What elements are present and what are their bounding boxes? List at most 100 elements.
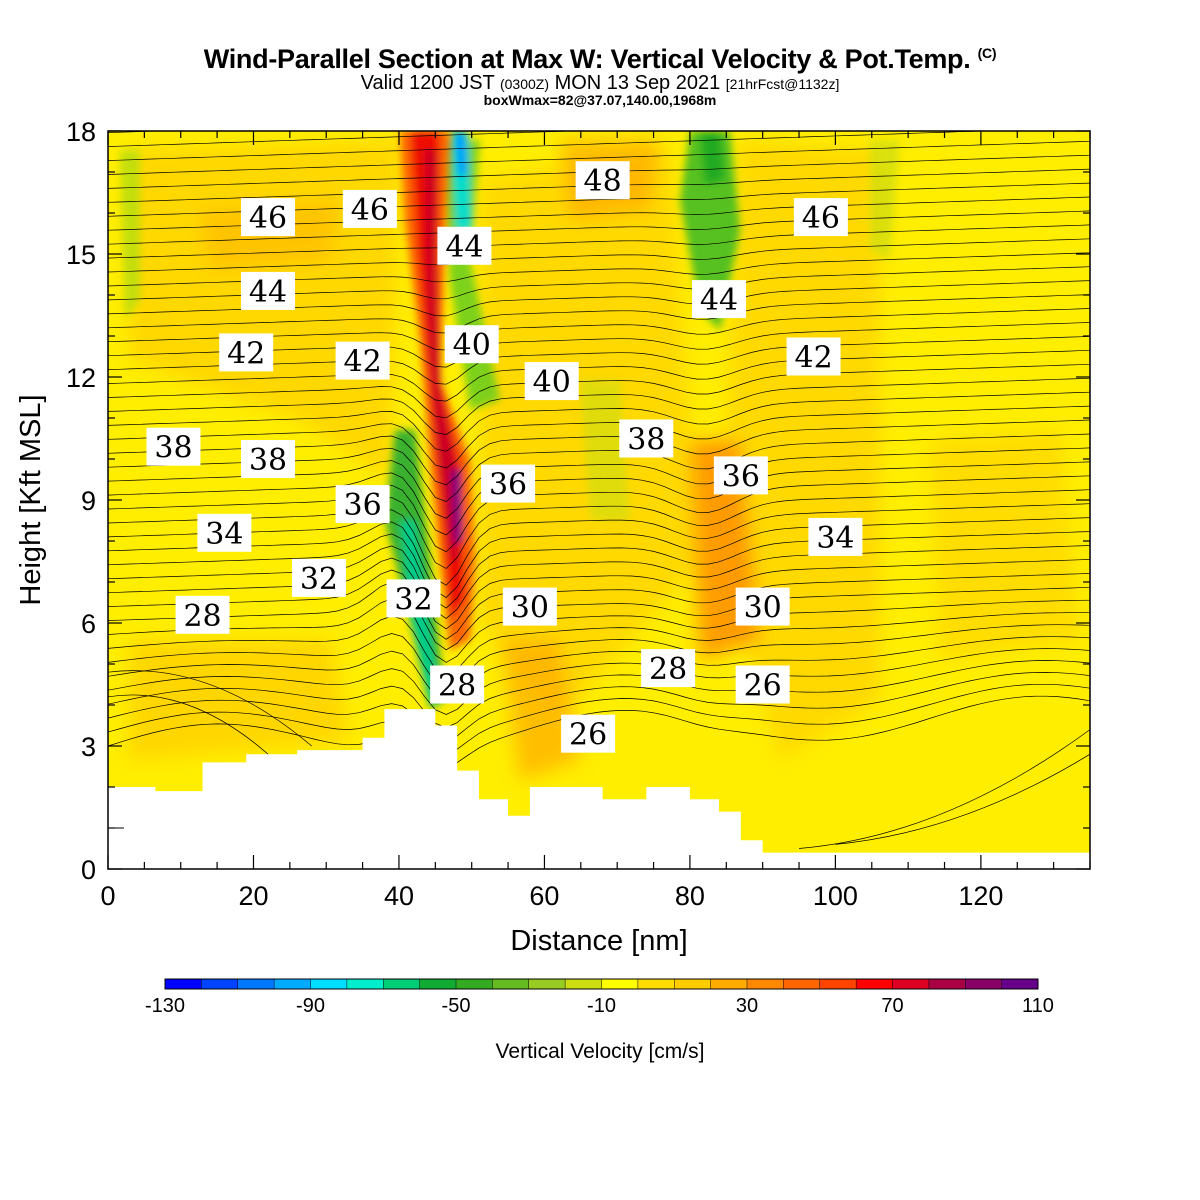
contour-label: 26 — [569, 718, 607, 753]
contour-label: 32 — [394, 582, 432, 617]
colorbar-swatch — [783, 979, 821, 989]
theta-contour-line — [108, 503, 1090, 586]
y-tick-label: 3 — [81, 732, 96, 762]
contour-label: 40 — [453, 328, 491, 363]
w-patch — [130, 640, 350, 760]
theta-contour-line — [108, 131, 579, 147]
contour-label-box — [735, 587, 790, 626]
theta-contour-line — [108, 489, 1090, 569]
theta-contour-line — [108, 557, 1090, 630]
colorbar-swatch — [383, 979, 421, 989]
chart-box-info: boxWmax=82@37.07,140.00,1968m — [483, 92, 717, 108]
theta-contour-line — [108, 670, 312, 747]
w-patch — [500, 640, 580, 780]
w-patch — [580, 380, 630, 520]
theta-contour-line — [108, 683, 1090, 754]
contour-label-box — [692, 280, 747, 319]
contour-label: 42 — [343, 345, 381, 380]
theta-contour-line — [108, 695, 1090, 767]
contour-label: 38 — [154, 431, 192, 466]
theta-contour-line — [108, 517, 1090, 598]
contour-label-box — [342, 189, 397, 228]
contour-label: 38 — [249, 443, 287, 478]
theta-contour-line — [108, 377, 1090, 435]
x-tick-label: 120 — [958, 881, 1003, 911]
contour-label-box — [335, 485, 390, 524]
contour-label: 40 — [533, 365, 571, 400]
colorbar-label: -130 — [145, 995, 185, 1017]
w-patch — [930, 430, 1080, 660]
y-tick-label: 15 — [66, 240, 96, 270]
theta-contour-line — [799, 729, 1090, 849]
w-patch — [700, 131, 725, 185]
colorbar-swatch — [165, 979, 202, 989]
contour-label-box — [481, 464, 536, 503]
y-tick-label: 0 — [81, 855, 96, 885]
contour-label-box — [197, 513, 252, 552]
contour-label: 44 — [700, 283, 738, 318]
contour-label-box — [335, 341, 390, 380]
colorbar-swatch — [637, 979, 675, 989]
contour-label: 36 — [722, 459, 760, 494]
colorbar-swatch — [928, 979, 966, 989]
contour-labels: 46 46 48 46 44 44 44 42 42 40 40 42 38 38 38 36 36 36 34 34… — [146, 161, 863, 753]
x-tick-label: 80 — [675, 881, 705, 911]
contour-label: 42 — [794, 341, 832, 376]
colorbar-label: -90 — [296, 995, 325, 1017]
x-tick-label: 0 — [100, 881, 115, 911]
theta-contour-line — [108, 461, 1090, 536]
colorbar-swatch — [201, 979, 239, 989]
theta-contour-line — [108, 140, 1090, 175]
contour-label-box — [241, 271, 296, 310]
w-patch — [120, 150, 140, 320]
contour-label: 46 — [802, 201, 840, 236]
w-patch — [450, 131, 472, 230]
theta-contour-line — [108, 405, 1090, 469]
contour-label-box — [786, 337, 841, 376]
x-tick-label: 60 — [529, 881, 559, 911]
contour-label-box — [241, 440, 296, 478]
contour-label-box — [219, 333, 274, 372]
contour-label-box — [575, 161, 630, 200]
y-tick-label: 18 — [66, 117, 96, 147]
contour-label: 34 — [816, 521, 854, 556]
colorbar-swatch — [856, 979, 893, 989]
contour-label-box — [502, 587, 557, 626]
colorbar-swatch — [528, 979, 566, 989]
colorbar: -130 -90 -50 -10 30 70 110 — [145, 978, 1054, 1017]
colorbar-label: 110 — [1022, 995, 1054, 1017]
theta-contour-line — [108, 238, 1090, 273]
theta-contour-line — [108, 694, 269, 755]
terrain — [108, 709, 1090, 869]
contour-label-box — [437, 226, 492, 265]
colorbar-swatch — [565, 979, 602, 989]
theta-contour-line — [108, 545, 1090, 619]
colorbar-label: -10 — [587, 995, 616, 1017]
colorbar-swatch — [346, 979, 384, 989]
contour-label: 28 — [438, 669, 476, 704]
x-tick-label: 40 — [384, 881, 414, 911]
contour-label: 36 — [343, 488, 381, 523]
theta-contour-line — [108, 624, 1090, 689]
chart-subtitle: Valid 1200 JST (0300Z) MON 13 Sep 2021 [… — [360, 72, 840, 94]
theta-contour-line — [108, 636, 1090, 702]
theta-contour-line — [108, 131, 167, 133]
contour-label-box — [524, 362, 579, 401]
colorbar-swatch — [310, 979, 348, 989]
theta-contour-line — [108, 391, 1090, 452]
contour-label: 38 — [627, 423, 665, 458]
theta-contour-line — [835, 753, 1090, 845]
colorbar-swatch — [601, 979, 639, 989]
colorbar-label: -50 — [442, 995, 471, 1017]
colorbar-swatch — [237, 979, 275, 989]
colorbar-swatch — [419, 979, 457, 989]
colorbar-swatch — [274, 979, 311, 989]
y-tick-label: 12 — [66, 363, 96, 393]
theta-contour-line — [108, 131, 991, 161]
contour-label: 46 — [351, 193, 389, 228]
contour-label-box — [561, 714, 616, 753]
theta-contour-line — [108, 648, 1090, 715]
theta-contour-line — [108, 660, 1090, 728]
contour-label-box — [619, 419, 674, 458]
